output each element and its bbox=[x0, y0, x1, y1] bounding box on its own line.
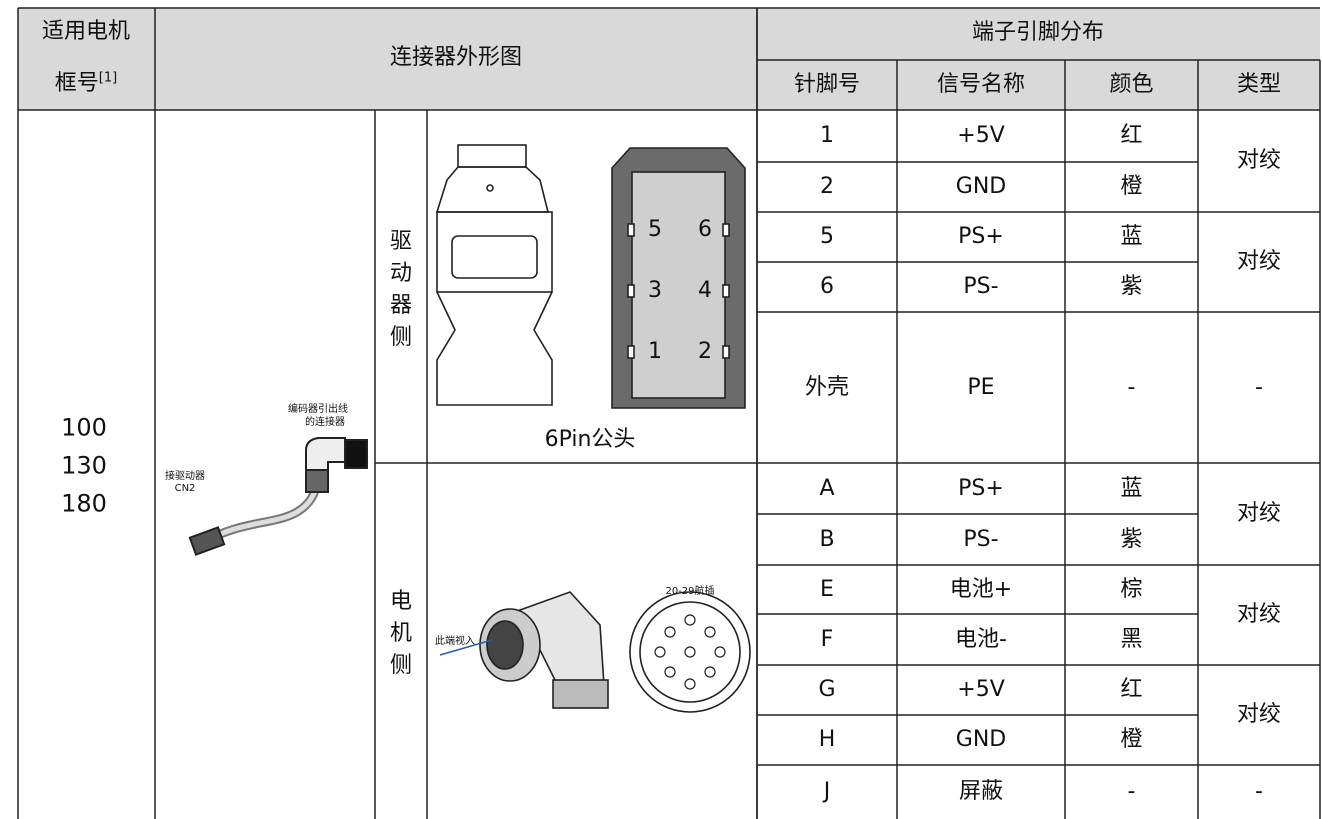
cell-text: 2 bbox=[820, 173, 834, 199]
pin-number: 6 bbox=[698, 216, 712, 242]
drawing-label: 编码器引出线 bbox=[288, 404, 348, 415]
cell-text: G bbox=[818, 676, 836, 702]
side-label: 驱动器侧 bbox=[389, 229, 412, 350]
cell-text: 电池- bbox=[955, 626, 1007, 652]
cell-text: 紫 bbox=[1120, 273, 1143, 299]
pin-number: 4 bbox=[698, 277, 712, 303]
drawing-label: 此端视入 bbox=[435, 636, 475, 647]
cell-text: A bbox=[819, 475, 835, 501]
cable-drawing bbox=[188, 437, 368, 556]
header-cell: 框号[1] bbox=[55, 71, 117, 98]
cell-text: 橙 bbox=[1120, 173, 1143, 199]
pin-number: 2 bbox=[698, 338, 712, 364]
cell-text: 1 bbox=[820, 122, 834, 148]
cell-text: 棕 bbox=[1120, 576, 1143, 602]
pin-number: 1 bbox=[648, 338, 662, 364]
cell-text: 外壳 bbox=[804, 374, 850, 400]
type-cell: 对绞 bbox=[1236, 248, 1282, 274]
cell-text: - bbox=[1127, 778, 1136, 804]
cell-text: B bbox=[819, 526, 835, 552]
header-cell: 连接器外形图 bbox=[389, 44, 523, 70]
cell-text: 蓝 bbox=[1120, 223, 1143, 249]
cell-text: PS+ bbox=[958, 223, 1004, 249]
cell-text: F bbox=[820, 626, 834, 652]
drawing-label: 接驱动器 bbox=[165, 471, 205, 482]
drawing-label: CN2 bbox=[174, 483, 196, 494]
cell-text: 6 bbox=[820, 273, 834, 299]
cell-text: 紫 bbox=[1120, 526, 1143, 552]
frame-number: 180 bbox=[61, 489, 107, 518]
drawing-label: 的连接器 bbox=[305, 417, 345, 428]
header-bg bbox=[18, 8, 1320, 110]
cell-text: 屏蔽 bbox=[958, 778, 1004, 804]
cell-text: GND bbox=[955, 726, 1007, 752]
cell-text: GND bbox=[955, 173, 1007, 199]
cell-text: 电池+ bbox=[949, 576, 1013, 602]
type-cell: 对绞 bbox=[1236, 601, 1282, 627]
cell-text: PS- bbox=[963, 273, 999, 299]
cell-text: E bbox=[820, 576, 834, 602]
cell-text: 红 bbox=[1120, 122, 1143, 148]
cell-text: J bbox=[823, 778, 831, 804]
pin-number: 3 bbox=[648, 277, 662, 303]
cell-text: PS- bbox=[963, 526, 999, 552]
cell-text: - bbox=[1127, 374, 1136, 400]
pin-number: 5 bbox=[648, 216, 662, 242]
cell-text: 橙 bbox=[1120, 726, 1143, 752]
cell-text: 蓝 bbox=[1120, 475, 1143, 501]
frame-number: 130 bbox=[61, 451, 107, 480]
cell-text: 5 bbox=[820, 223, 834, 249]
cell-text: 黑 bbox=[1120, 626, 1143, 652]
header-cell: 信号名称 bbox=[936, 71, 1026, 97]
header-cell: 端子引脚分布 bbox=[971, 19, 1105, 45]
header-cell: 针脚号 bbox=[793, 71, 861, 97]
cell-text: PS+ bbox=[958, 475, 1004, 501]
drawing-label: 20-29航插 bbox=[665, 586, 715, 597]
header-cell: 适用电机 bbox=[41, 18, 131, 44]
cell-text: +5V bbox=[957, 676, 1005, 702]
side-label: 电机侧 bbox=[389, 589, 412, 678]
header-text: 框号 bbox=[54, 70, 99, 96]
header-cell: 颜色 bbox=[1109, 71, 1154, 97]
cell-text: H bbox=[818, 726, 836, 752]
frame-number: 100 bbox=[61, 413, 107, 442]
driver-connector bbox=[435, 144, 746, 409]
motor-connector bbox=[439, 591, 751, 713]
type-cell: 对绞 bbox=[1236, 147, 1282, 173]
cell-text: 红 bbox=[1120, 676, 1143, 702]
type-cell: 对绞 bbox=[1236, 701, 1282, 727]
drawing-caption: 6Pin公头 bbox=[544, 426, 636, 452]
header-cell: 类型 bbox=[1236, 71, 1282, 97]
cell-text: +5V bbox=[957, 122, 1005, 148]
footnote-ref: [1] bbox=[98, 70, 118, 86]
cell-text: PE bbox=[967, 374, 995, 400]
type-cell: 对绞 bbox=[1236, 500, 1282, 526]
type-cell: - bbox=[1255, 374, 1263, 400]
type-cell: - bbox=[1255, 778, 1263, 804]
